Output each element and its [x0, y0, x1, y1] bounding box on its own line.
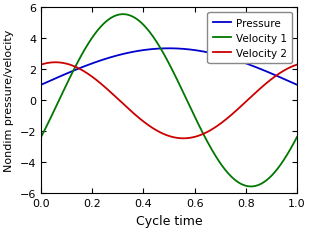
Velocity 2	[295, 64, 299, 67]
Velocity 1	[249, 185, 253, 188]
Line: Velocity 2: Velocity 2	[41, 63, 297, 139]
Y-axis label: Nondim pressure/velocity: Nondim pressure/velocity	[4, 30, 14, 172]
Pressure	[167, 48, 171, 50]
Pressure	[241, 62, 245, 64]
Velocity 2	[157, 131, 161, 134]
Velocity 2	[181, 137, 185, 140]
Pressure	[39, 84, 43, 87]
Velocity 2	[39, 64, 43, 67]
Velocity 2	[54, 62, 57, 64]
Velocity 1	[157, 45, 161, 48]
X-axis label: Cycle time: Cycle time	[136, 214, 202, 227]
Velocity 2	[52, 62, 56, 64]
Pressure	[164, 48, 167, 51]
Velocity 1	[288, 149, 292, 152]
Velocity 1	[39, 136, 43, 139]
Velocity 1	[288, 149, 292, 152]
Pressure	[52, 78, 56, 81]
Pressure	[288, 81, 291, 83]
Pressure	[288, 81, 292, 84]
Velocity 2	[164, 134, 167, 137]
Velocity 2	[241, 104, 245, 106]
Velocity 1	[52, 110, 56, 112]
Line: Pressure: Pressure	[41, 49, 297, 85]
Pressure	[295, 84, 299, 87]
Pressure	[157, 48, 161, 51]
Velocity 2	[288, 67, 292, 70]
Velocity 1	[121, 14, 125, 16]
Line: Velocity 1: Velocity 1	[41, 15, 297, 187]
Velocity 1	[295, 136, 299, 139]
Legend: Pressure, Velocity 1, Velocity 2: Pressure, Velocity 1, Velocity 2	[207, 13, 292, 64]
Velocity 1	[241, 183, 245, 186]
Velocity 1	[164, 57, 167, 59]
Velocity 2	[288, 67, 292, 70]
